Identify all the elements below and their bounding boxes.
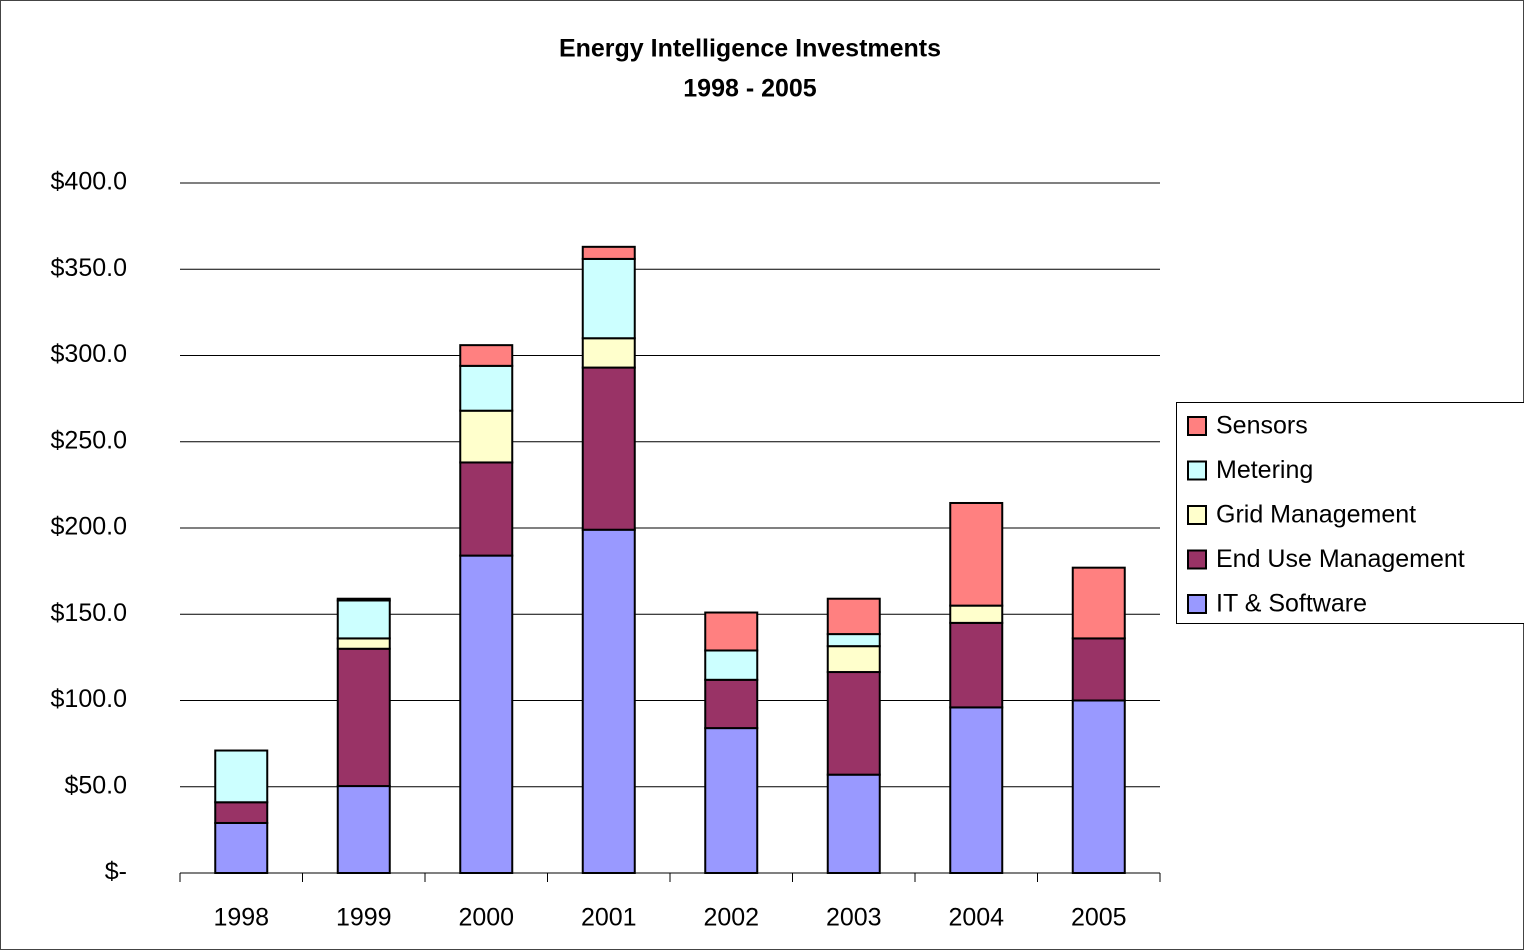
x-tick-label: 2002 (703, 904, 759, 932)
legend-swatch (1187, 460, 1207, 481)
bar-segment (949, 621, 1004, 709)
bar-segment (581, 366, 636, 531)
bar-segment (826, 645, 881, 674)
bar-segment (826, 773, 881, 874)
bar-segment (336, 599, 391, 640)
bar-segment (1071, 637, 1126, 702)
y-tick-label: $300.0 (51, 340, 127, 368)
bar-segment (704, 611, 759, 652)
legend-label: Sensors (1216, 412, 1308, 440)
legend-swatch (1187, 594, 1207, 614)
y-tick-label: $350.0 (51, 254, 127, 282)
bar-segment (704, 678, 759, 730)
bar-segment (336, 637, 391, 650)
bar-segment (459, 344, 514, 367)
legend-swatch (1187, 549, 1207, 570)
bar-segment (704, 649, 759, 681)
bar-segment (581, 337, 636, 369)
bar-segment (704, 727, 759, 874)
y-tick-label: $400.0 (51, 168, 127, 196)
y-tick-label: $150.0 (51, 599, 127, 627)
bar-segment (459, 554, 514, 874)
bar-segment (949, 501, 1004, 607)
y-tick-label: $250.0 (51, 426, 127, 454)
bar-segment (949, 706, 1004, 875)
bar-segment (949, 604, 1004, 624)
x-tick-label: 1998 (213, 904, 269, 932)
bar-segment (1071, 566, 1126, 640)
bar-segment (581, 257, 636, 340)
legend-swatch (1187, 505, 1207, 525)
legend-swatch (1187, 416, 1207, 436)
legend-label: End Use Management (1216, 545, 1465, 573)
legend-label: Metering (1216, 456, 1313, 484)
y-tick-label: $200.0 (51, 513, 127, 541)
x-tick-label: 1999 (336, 904, 392, 932)
x-tick-label: 2005 (1071, 904, 1127, 932)
bar-segment (826, 597, 881, 636)
bar-segment (581, 245, 636, 260)
legend-label: Grid Management (1216, 501, 1416, 529)
chart-subtitle: 1998 - 2005 (683, 75, 817, 103)
legend-label: IT & Software (1216, 590, 1367, 618)
y-tick-label: $- (105, 858, 127, 886)
x-tick-label: 2003 (826, 904, 882, 932)
bar-segment (214, 821, 269, 874)
x-tick-label: 2004 (948, 904, 1004, 932)
bar-segment (336, 597, 391, 602)
bar-segment (214, 749, 269, 804)
y-tick-label: $50.0 (64, 771, 127, 799)
bar-segment (826, 671, 881, 776)
bar-segment (336, 785, 391, 874)
bar-segment (459, 364, 514, 412)
bar-segment (214, 801, 269, 824)
chart-title: Energy Intelligence Investments (559, 35, 941, 63)
bar-segment (1071, 699, 1126, 874)
legend-box (1176, 402, 1524, 624)
bar-segment (336, 647, 391, 788)
bar-segment (581, 528, 636, 874)
x-tick-label: 2001 (581, 904, 637, 932)
bar-segment (459, 409, 514, 464)
x-tick-label: 2000 (458, 904, 514, 932)
y-tick-label: $100.0 (51, 685, 127, 713)
bar-segment (826, 633, 881, 648)
bar-segment (459, 461, 514, 557)
